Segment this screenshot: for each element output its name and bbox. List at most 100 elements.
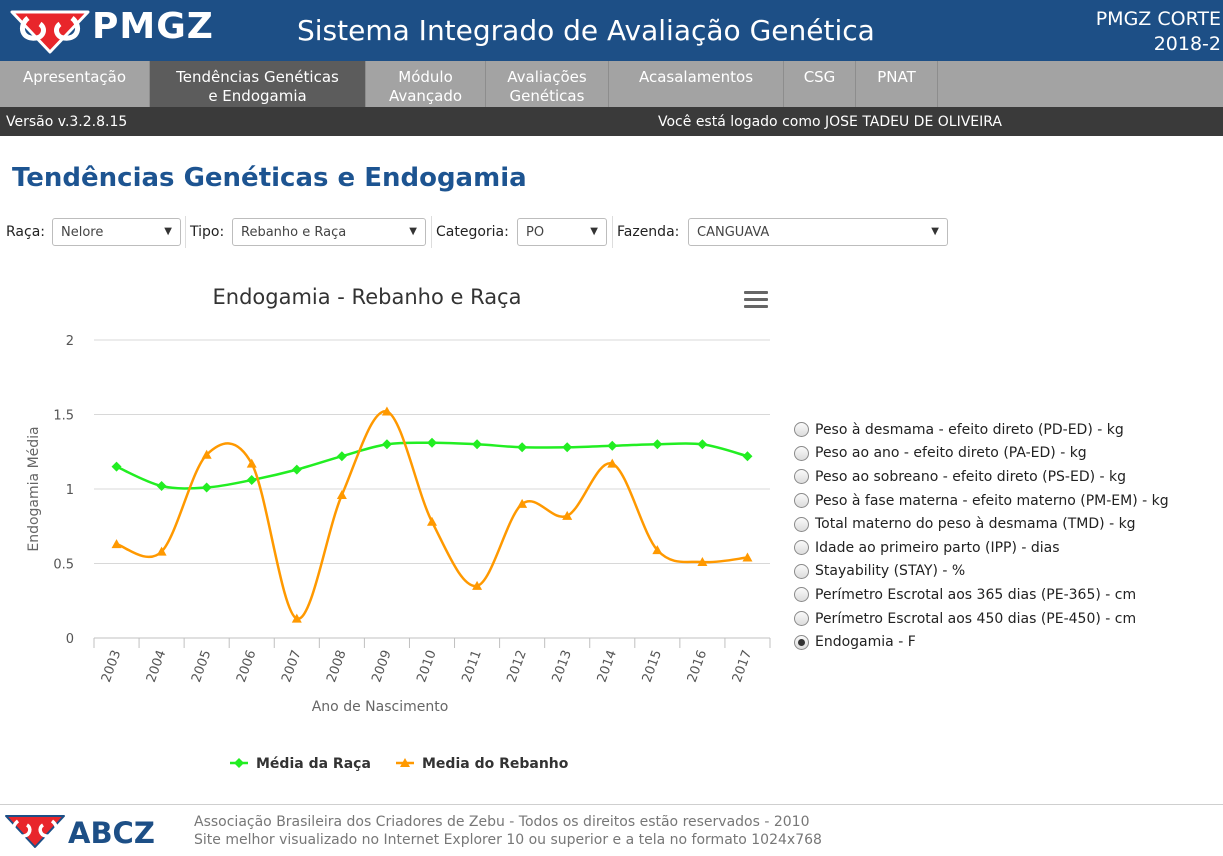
x-tick-label: 2012	[504, 648, 529, 684]
x-tick-label: 2014	[595, 648, 620, 684]
edition-name: PMGZ CORTE	[1095, 8, 1221, 30]
tipo-label: Tipo:	[190, 224, 225, 240]
logo-text: PMGZ	[92, 6, 214, 47]
trait-option-ipp[interactable]: Idade ao primeiro parto (IPP) - dias	[794, 536, 1214, 560]
trait-radio-list: Peso à desmama - efeito direto (PD-ED) -…	[794, 418, 1214, 654]
trait-option-endogamia[interactable]: Endogamia - F	[794, 630, 1214, 654]
nav-avaliacoes[interactable]: Avaliações Genéticas	[486, 61, 609, 107]
pmgz-logo[interactable]	[10, 8, 220, 54]
abcz-logo: ABCZ	[5, 815, 155, 849]
data-point	[742, 451, 753, 462]
y-tick-label: 0.5	[53, 558, 74, 573]
x-tick-label: 2011	[459, 648, 484, 684]
divider	[431, 216, 432, 248]
trait-option-ps-ed[interactable]: Peso ao sobreano - efeito direto (PS-ED)…	[794, 465, 1214, 489]
chart-legend: Média da Raça Media do Rebanho	[230, 756, 569, 772]
app-header: PMGZ Sistema Integrado de Avaliação Gené…	[0, 0, 1223, 61]
data-point	[652, 545, 663, 555]
trait-option-pm-em[interactable]: Peso à fase materna - efeito materno (PM…	[794, 489, 1214, 513]
nav-apresentacao[interactable]: Apresentação	[0, 61, 150, 107]
raca-value: Nelore	[61, 225, 104, 240]
grid-lines	[93, 339, 771, 648]
trait-option-pe-365[interactable]: Perímetro Escrotal aos 365 dias (PE-365)…	[794, 583, 1214, 607]
radio-button[interactable]	[794, 516, 809, 532]
nav-pnat[interactable]: PNAT	[856, 61, 938, 107]
nav-label: Acasalamentos	[638, 68, 754, 86]
radio-button[interactable]	[794, 587, 809, 603]
radio-button[interactable]	[794, 563, 809, 579]
trait-option-stay[interactable]: Stayability (STAY) - %	[794, 560, 1214, 584]
divider	[612, 216, 613, 248]
x-tick-label: 2007	[279, 648, 304, 684]
radio-button[interactable]	[794, 469, 809, 485]
x-tick-label: 2004	[144, 648, 169, 684]
radio-button[interactable]	[794, 422, 809, 438]
menu-bar	[744, 298, 768, 301]
legend-label: Média da Raça	[256, 756, 371, 772]
nav-label: Apresentação	[22, 68, 127, 86]
data-point	[111, 461, 122, 472]
nav-tendencias[interactable]: Tendências Genéticas e Endogamia	[150, 61, 366, 107]
data-point	[427, 437, 437, 448]
data-point	[697, 557, 708, 567]
data-point	[472, 580, 483, 590]
data-point	[652, 439, 663, 450]
endogamia-chart: Endogamia - Rebanho e Raça Ano de Nascim…	[26, 285, 771, 772]
trait-option-pd-ed[interactable]: Peso à desmama - efeito direto (PD-ED) -…	[794, 418, 1214, 442]
nav-acasalamentos[interactable]: Acasalamentos	[609, 61, 784, 107]
data-point	[336, 451, 347, 462]
trait-label: Peso ao sobreano - efeito direto (PS-ED)…	[815, 468, 1127, 485]
nav-label-line2: Genéticas	[509, 87, 585, 105]
data-point	[156, 481, 167, 492]
main-nav: Apresentação Tendências Genéticas e Endo…	[0, 61, 1223, 107]
trait-option-pa-ed[interactable]: Peso ao ano - efeito direto (PA-ED) - kg	[794, 442, 1214, 466]
trait-option-tmd[interactable]: Total materno do peso à desmama (TMD) - …	[794, 512, 1214, 536]
nav-label-line2: e Endogamia	[208, 87, 307, 105]
data-point	[246, 475, 257, 486]
tipo-select[interactable]: Rebanho e Raça ▼	[232, 218, 426, 246]
fazenda-value: CANGUAVA	[697, 225, 770, 240]
data-point	[427, 516, 437, 526]
x-tick-label: 2003	[99, 648, 124, 684]
trait-option-pe-450[interactable]: Perímetro Escrotal aos 450 dias (PE-450)…	[794, 607, 1214, 631]
menu-icon[interactable]	[744, 291, 768, 311]
y-tick-labels: 0 0.5 1 1.5 2	[53, 334, 74, 647]
series-lines	[111, 406, 753, 623]
trait-label: Peso ao ano - efeito direto (PA-ED) - kg	[815, 445, 1087, 462]
legend-marker	[234, 758, 244, 768]
divider	[185, 216, 186, 248]
radio-button[interactable]	[794, 445, 809, 461]
nav-modulo-avancado[interactable]: Módulo Avançado	[366, 61, 486, 107]
chevron-down-icon: ▼	[931, 226, 939, 237]
login-info: Você está logado como JOSE TADEU DE OLIV…	[658, 114, 1002, 130]
nav-csg[interactable]: CSG	[784, 61, 856, 107]
footer-browser-note: Site melhor visualizado no Internet Expl…	[194, 832, 822, 848]
menu-bar	[744, 305, 768, 308]
x-tick-label: 2016	[685, 648, 710, 684]
data-point	[291, 613, 302, 623]
data-point	[201, 449, 212, 459]
chevron-down-icon: ▼	[164, 226, 172, 237]
data-point	[562, 442, 573, 453]
data-point	[607, 458, 618, 468]
x-tick-label: 2017	[730, 648, 755, 684]
raca-select[interactable]: Nelore ▼	[52, 218, 181, 246]
fazenda-select[interactable]: CANGUAVA ▼	[688, 218, 948, 246]
data-point	[156, 546, 167, 556]
nav-label: Avaliações	[507, 68, 587, 86]
trait-label: Peso à desmama - efeito direto (PD-ED) -…	[815, 421, 1124, 438]
x-tick-labels: 2003 2004 2005 2006 2007 2008 2009 2010 2011 2012…	[99, 648, 755, 684]
data-point	[517, 442, 528, 453]
categoria-select[interactable]: PO ▼	[517, 218, 607, 246]
page-title: Tendências Genéticas e Endogamia	[12, 163, 527, 193]
radio-button[interactable]	[794, 611, 809, 627]
radio-button[interactable]	[794, 493, 809, 509]
menu-bar	[744, 291, 768, 294]
series-line-1	[116, 410, 748, 620]
radio-button-selected[interactable]	[794, 634, 809, 650]
radio-button[interactable]	[794, 540, 809, 556]
trait-label: Stayability (STAY) - %	[815, 563, 966, 580]
data-point	[336, 489, 347, 499]
data-point	[562, 510, 573, 520]
tipo-value: Rebanho e Raça	[241, 225, 347, 240]
